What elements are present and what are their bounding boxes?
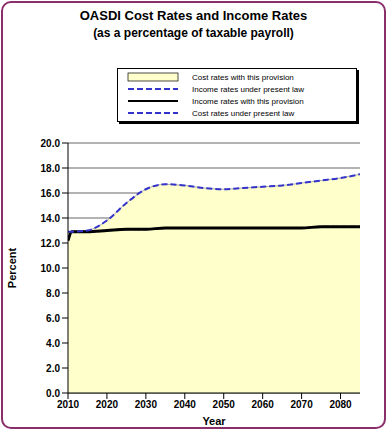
svg-text:2080: 2080 (329, 399, 352, 410)
html-text:Cost rates under present law: Cost rates under present law (192, 108, 295, 118)
svg-text:Year: Year (202, 415, 226, 425)
svg-text:14.0: 14.0 (41, 213, 61, 224)
svg-text:2050: 2050 (213, 399, 236, 410)
html-text:(as a percentage of taxable pa: (as a percentage of taxable payroll) (93, 26, 294, 40)
svg-text:18.0: 18.0 (41, 163, 61, 174)
svg-text:2010: 2010 (57, 399, 80, 410)
svg-text:2060: 2060 (252, 399, 275, 410)
svg-text:2.0: 2.0 (46, 363, 60, 374)
svg-text:0.0: 0.0 (46, 388, 60, 399)
svg-text:16.0: 16.0 (41, 188, 61, 199)
html-text:OASDI Cost Rates and Income Ra: OASDI Cost Rates and Income Rates (79, 8, 308, 23)
svg-text:2030: 2030 (135, 399, 158, 410)
svg-text:10.0: 10.0 (41, 263, 61, 274)
svg-text:4.0: 4.0 (46, 338, 60, 349)
html-text:Cost rates with this provision: Cost rates with this provision (192, 72, 294, 82)
svg-text:8.0: 8.0 (46, 288, 60, 299)
html-text:Income rates with this provisi: Income rates with this provision (192, 96, 304, 106)
svg-text:2020: 2020 (96, 399, 119, 410)
svg-text:20.0: 20.0 (41, 138, 61, 149)
svg-text:12.0: 12.0 (41, 238, 61, 249)
svg-text:2040: 2040 (174, 399, 197, 410)
svg-text:Percent: Percent (8, 247, 18, 288)
svg-text:2070: 2070 (290, 399, 313, 410)
svg-text:6.0: 6.0 (46, 313, 60, 324)
html-text:Income rates under present law: Income rates under present law (192, 84, 305, 94)
